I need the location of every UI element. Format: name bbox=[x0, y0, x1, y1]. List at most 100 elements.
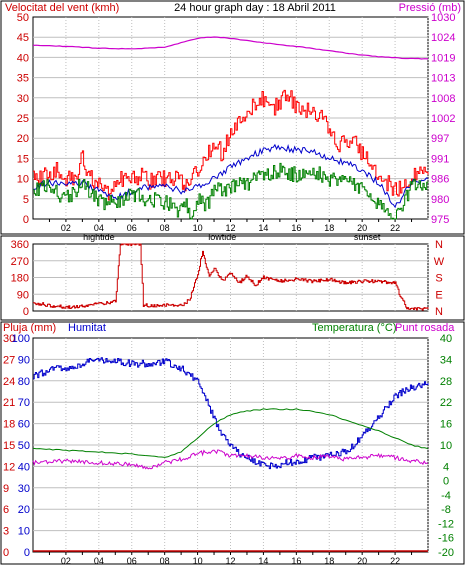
direction-series-line bbox=[33, 243, 429, 311]
temperature-y-tick-label: -12 bbox=[438, 518, 454, 530]
pressure-y-tick-label: 1008 bbox=[431, 93, 455, 105]
pressure-y-tick-label: 975 bbox=[431, 214, 449, 226]
wind-low-series-line bbox=[33, 162, 429, 220]
wind-y-tick-label: 50 bbox=[17, 12, 29, 24]
rain-y-tick-label: 24 bbox=[3, 376, 15, 388]
wind-marker-hightide: hightide bbox=[83, 232, 115, 242]
humidity-y-tick-label: 70 bbox=[18, 397, 30, 409]
humidity-series-line bbox=[33, 357, 429, 470]
pressure-y-tick-label: 1019 bbox=[431, 52, 455, 64]
wind-y-tick-label: 10 bbox=[17, 174, 29, 186]
temperature-y-tick-label: -16 bbox=[438, 533, 454, 545]
wind-x-tick-label: 22 bbox=[390, 223, 400, 233]
humidity-x-tick-label: 10 bbox=[193, 556, 203, 566]
humidity-y-tick-label: 30 bbox=[18, 483, 30, 495]
rain-y-tick-label: 30 bbox=[3, 333, 15, 345]
wind-x-tick-label: 02 bbox=[61, 223, 71, 233]
wind-x-tick-label: 08 bbox=[160, 223, 170, 233]
wind-y-tick-label: 0 bbox=[23, 214, 29, 226]
direction-y-tick-label: 270 bbox=[11, 256, 29, 268]
temperature-y-tick-label: 16 bbox=[440, 419, 452, 431]
rain-y-tick-label: 27 bbox=[3, 354, 15, 366]
direction-compass-label: E bbox=[435, 289, 442, 301]
temperature-y-tick-label: 40 bbox=[440, 333, 452, 345]
wind-x-tick-label: 04 bbox=[94, 223, 104, 233]
temperature-y-tick-label: 22 bbox=[440, 397, 452, 409]
wind-chart: 0510152025303540455097598098699199710021… bbox=[17, 12, 456, 242]
wind-gust-series-line bbox=[33, 89, 429, 201]
dew-point-legend: Punt rosada bbox=[395, 322, 455, 334]
humidity-y-tick-label: 0 bbox=[24, 547, 30, 559]
pressure-y-tick-label: 997 bbox=[431, 133, 449, 145]
temperature-y-tick-label: -8 bbox=[441, 504, 451, 516]
temperature-y-tick-label: 28 bbox=[440, 376, 452, 388]
humidity-y-tick-label: 90 bbox=[18, 354, 30, 366]
direction-panel-frame bbox=[0, 235, 465, 321]
temperature-y-tick-label: -20 bbox=[438, 547, 454, 559]
pressure-y-tick-label: 980 bbox=[431, 194, 449, 206]
pressure-y-tick-label: 1024 bbox=[431, 32, 455, 44]
rain-y-tick-label: 9 bbox=[3, 483, 9, 495]
rain-y-tick-label: 12 bbox=[3, 461, 15, 473]
wind-y-tick-label: 40 bbox=[17, 52, 29, 64]
wind-x-tick-label: 06 bbox=[127, 223, 137, 233]
wind-y-tick-label: 20 bbox=[17, 133, 29, 145]
humidity-panel-frame bbox=[0, 321, 465, 565]
rain-y-tick-label: 15 bbox=[3, 440, 15, 452]
pressure-y-tick-label: 1013 bbox=[431, 73, 455, 85]
temperature-y-tick-label: -4 bbox=[441, 490, 451, 502]
wind-y-tick-label: 35 bbox=[17, 73, 29, 85]
humidity-x-tick-label: 04 bbox=[94, 556, 104, 566]
temperature-y-tick-label: 0 bbox=[443, 476, 449, 488]
humidity-x-tick-label: 20 bbox=[357, 556, 367, 566]
temperature-series-line bbox=[32, 408, 429, 458]
humidity-x-tick-label: 16 bbox=[291, 556, 301, 566]
wind-avg-series-line bbox=[32, 143, 429, 209]
wind-x-tick-label: 18 bbox=[324, 223, 334, 233]
temperature-y-tick-label: 10 bbox=[440, 440, 452, 452]
direction-compass-label: N bbox=[435, 239, 443, 251]
rain-y-tick-label: 21 bbox=[3, 397, 15, 409]
wind-y-tick-label: 5 bbox=[23, 194, 29, 206]
rain-y-tick-label: 0 bbox=[3, 547, 9, 559]
wind-panel-frame bbox=[0, 0, 465, 235]
humidity-y-tick-label: 60 bbox=[18, 419, 30, 431]
humidity-y-tick-label: 40 bbox=[18, 461, 30, 473]
pressure-series-line bbox=[32, 36, 429, 60]
humidity-x-tick-label: 22 bbox=[390, 556, 400, 566]
dew-point-series-line bbox=[32, 449, 429, 470]
humidity-legend: Humitat bbox=[68, 322, 106, 334]
wind-x-tick-label: 12 bbox=[225, 223, 235, 233]
direction-y-tick-label: 360 bbox=[11, 239, 29, 251]
humidity-x-tick-label: 12 bbox=[225, 556, 235, 566]
humidity-y-tick-label: 20 bbox=[18, 504, 30, 516]
temperature-y-tick-label: 4 bbox=[443, 461, 449, 473]
humidity-y-tick-label: 10 bbox=[18, 526, 30, 538]
humidity-x-tick-label: 14 bbox=[258, 556, 268, 566]
wind-x-tick-label: 14 bbox=[258, 223, 268, 233]
wind-x-tick-label: 10 bbox=[193, 223, 203, 233]
humidity-y-tick-label: 100 bbox=[12, 333, 30, 345]
humidity-x-tick-label: 06 bbox=[127, 556, 137, 566]
pressure-y-tick-label: 991 bbox=[431, 153, 449, 165]
humidity-x-tick-label: 02 bbox=[61, 556, 71, 566]
humidity-x-tick-label: 08 bbox=[160, 556, 170, 566]
temperature-y-tick-label: 34 bbox=[440, 354, 452, 366]
wind-x-tick-label: 20 bbox=[357, 223, 367, 233]
direction-y-tick-label: 90 bbox=[17, 289, 29, 301]
rain-y-tick-label: 6 bbox=[3, 504, 9, 516]
pressure-y-tick-label: 1002 bbox=[431, 113, 455, 125]
pressure-y-tick-label: 986 bbox=[431, 174, 449, 186]
wind-y-tick-label: 45 bbox=[17, 32, 29, 44]
wind-marker-sunset: sunset bbox=[354, 232, 381, 242]
rain-legend: Pluja (mm) bbox=[3, 322, 56, 334]
humidity-y-tick-label: 80 bbox=[18, 376, 30, 388]
wind-y-tick-label: 15 bbox=[17, 153, 29, 165]
temperature-legend: Temperatura (°C) bbox=[312, 322, 396, 334]
direction-compass-label: W bbox=[434, 256, 445, 268]
pressure-axis-title: Pressió (mb) bbox=[399, 2, 461, 14]
